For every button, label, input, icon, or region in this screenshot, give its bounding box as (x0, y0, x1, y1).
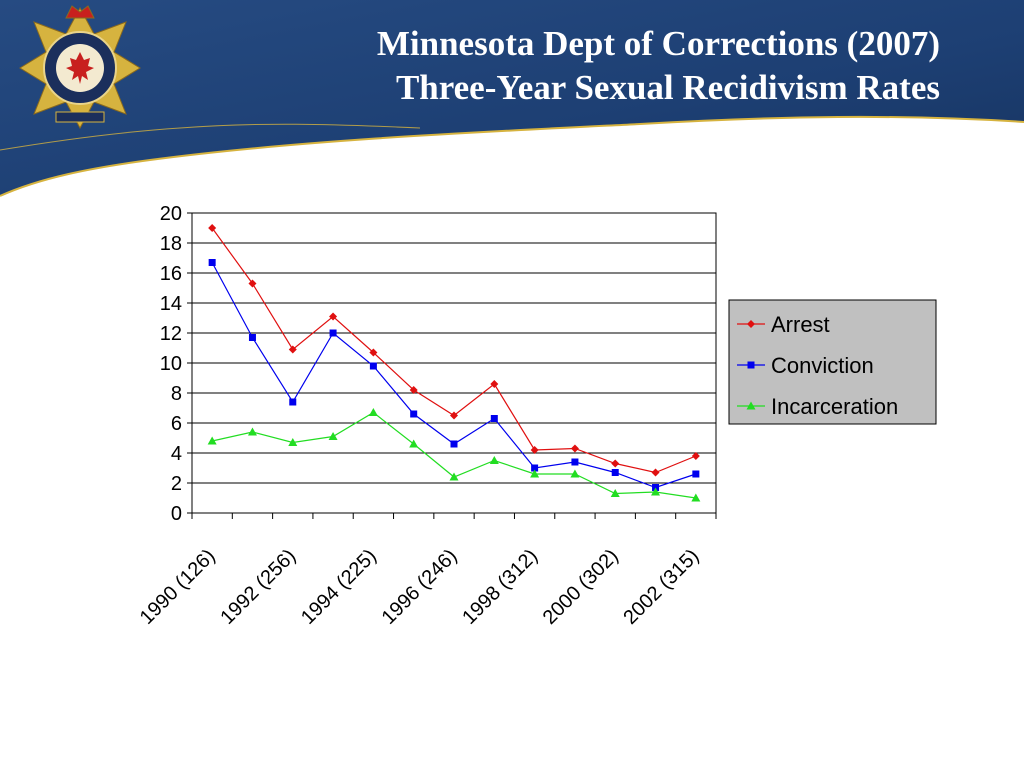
x-tick-label: 1992 (256) (216, 545, 300, 629)
y-tick-label: 16 (160, 263, 182, 285)
data-point-arrest (691, 452, 700, 460)
data-point-incarceration (691, 493, 701, 502)
slide-title: Minnesota Dept of Corrections (2007) Thr… (180, 22, 940, 110)
data-point-conviction (571, 458, 579, 466)
series-line-incarceration (212, 411, 696, 499)
data-point-conviction (208, 259, 216, 266)
data-point-incarceration (409, 439, 419, 448)
data-point-conviction (289, 398, 297, 406)
data-point-arrest (288, 345, 297, 354)
data-point-conviction (490, 415, 498, 422)
data-point-conviction (410, 410, 418, 418)
data-point-conviction (611, 469, 619, 476)
y-axis-ticks: 0 2 4 6 8 10 12 14 16 18 20 (160, 203, 192, 525)
data-point-conviction (692, 470, 700, 478)
data-point-arrest (570, 444, 579, 453)
data-point-incarceration (651, 487, 661, 496)
series-line-arrest (211, 227, 697, 474)
data-point-incarceration (288, 438, 298, 446)
y-tick-label: 20 (160, 203, 182, 225)
data-point-arrest (369, 348, 378, 357)
y-tick-label: 18 (160, 233, 182, 255)
data-point-arrest (208, 224, 217, 232)
x-tick-label: 2002 (315) (619, 545, 703, 629)
data-point-conviction (329, 329, 337, 337)
legend-box (728, 299, 937, 425)
data-point-conviction (248, 334, 256, 341)
y-tick-label: 10 (160, 353, 182, 375)
x-tick-label: 1996 (246) (378, 545, 462, 629)
data-point-arrest (530, 446, 539, 454)
corrections-service-badge-icon (19, 5, 141, 130)
legend-swatch-marker (746, 401, 756, 410)
series-incarceration (207, 408, 701, 502)
legend-label-incarceration: Incarceration (771, 394, 898, 419)
chart-legend: Arrest Conviction Incarceration (728, 299, 937, 425)
data-point-incarceration (489, 456, 499, 464)
data-point-incarceration (207, 436, 217, 445)
legend-entry-arrest: Arrest (737, 312, 830, 337)
slide-title-line-1: Minnesota Dept of Corrections (2007) (376, 24, 940, 63)
y-tick-label: 8 (171, 383, 182, 405)
data-point-incarceration (610, 489, 620, 497)
data-point-arrest (611, 459, 620, 468)
data-point-incarceration (368, 408, 378, 416)
legend-entry-incarceration: Incarceration (737, 394, 898, 419)
series-arrest (208, 224, 700, 477)
y-tick-label: 0 (171, 503, 182, 525)
legend-label-conviction: Conviction (771, 353, 874, 378)
y-tick-label: 14 (160, 293, 182, 315)
data-point-arrest (248, 279, 257, 288)
data-point-conviction (369, 362, 377, 370)
y-tick-label: 12 (160, 323, 182, 345)
series-conviction (208, 259, 700, 491)
data-point-incarceration (328, 432, 338, 440)
legend-swatch-marker (747, 320, 755, 328)
data-point-incarceration (530, 469, 540, 478)
data-point-arrest (490, 380, 499, 388)
chart-series (207, 224, 701, 502)
data-point-arrest (409, 386, 418, 394)
y-tick-label: 6 (171, 413, 182, 435)
y-tick-label: 4 (171, 443, 182, 465)
x-axis-ticks: 1990 (126)1992 (256)1994 (225)1996 (246)… (136, 513, 717, 629)
legend-entry-conviction: Conviction (737, 353, 874, 378)
legend-swatch-marker (747, 361, 755, 369)
slide-title-line-2: Three-Year Sexual Recidivism Rates (395, 68, 940, 107)
x-tick-label: 1998 (312) (458, 545, 542, 629)
title-banner (0, 0, 1024, 197)
data-point-arrest (450, 411, 458, 420)
x-tick-label: 1994 (225) (297, 545, 381, 629)
legend-label-arrest: Arrest (771, 312, 830, 337)
data-point-incarceration (247, 427, 257, 436)
series-line-conviction (211, 262, 697, 489)
data-point-arrest (651, 468, 660, 477)
data-point-conviction (450, 440, 458, 448)
x-tick-label: 1990 (126) (136, 545, 220, 629)
data-point-arrest (329, 312, 338, 321)
x-tick-label: 2000 (302) (539, 545, 623, 629)
data-point-incarceration (570, 469, 580, 478)
y-tick-label: 2 (171, 473, 182, 495)
data-point-incarceration (449, 472, 459, 481)
data-point-conviction (531, 464, 539, 472)
